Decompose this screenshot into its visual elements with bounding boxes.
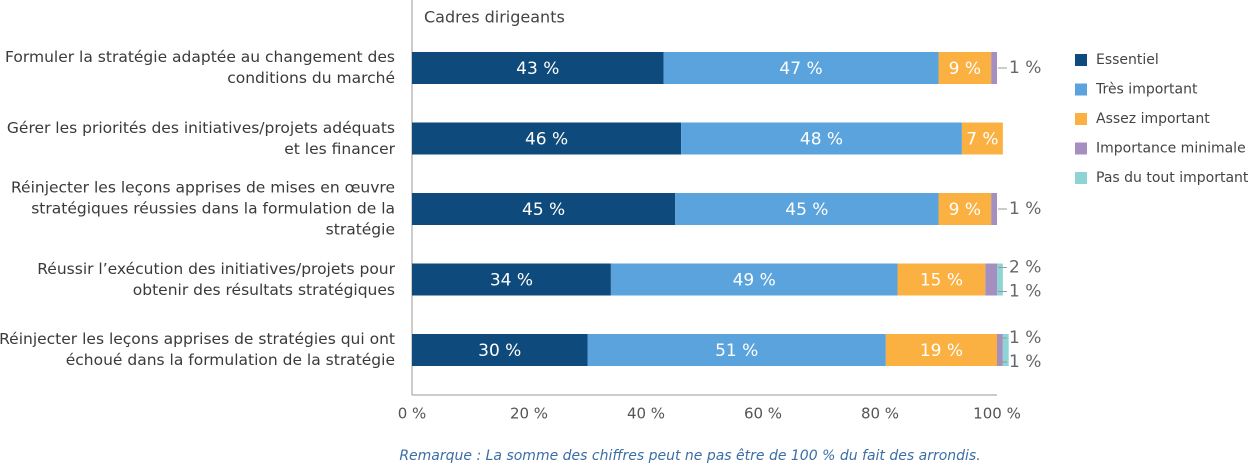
bar-segment (412, 334, 588, 366)
legend-swatch (1075, 83, 1087, 96)
value-label: 1 % (1009, 282, 1041, 302)
bar-segment (985, 263, 997, 296)
bar-segment (885, 334, 997, 366)
bar-segment (412, 122, 682, 155)
bar-segment (991, 52, 997, 84)
bar-segment (997, 263, 1003, 296)
legend-swatch (1075, 113, 1087, 125)
value-label: 43 % (516, 59, 559, 79)
value-label: 1 % (1009, 199, 1041, 219)
bar-segment (938, 193, 992, 225)
value-label: 30 % (478, 341, 521, 361)
category-label: Réinjecter les leçons apprises de straté… (0, 330, 395, 369)
value-label: 15 % (920, 271, 963, 291)
value-label: 7 % (966, 130, 998, 150)
legend-swatch (1075, 54, 1087, 66)
legend-label: Pas du tout important (1096, 170, 1249, 186)
bar-segment (610, 263, 898, 296)
category-label: Formuler la stratégie adaptée au changem… (5, 48, 395, 87)
bar-segment (587, 334, 886, 366)
x-tick-label: 60 % (744, 405, 782, 423)
bar-segment (991, 193, 997, 225)
x-tick-label: 100 % (973, 405, 1021, 423)
bar-segment (412, 263, 611, 296)
value-label: 1 % (1009, 352, 1041, 372)
bar-segment (961, 122, 1003, 155)
x-tick-label: 20 % (510, 405, 548, 423)
value-label: 2 % (1009, 258, 1041, 278)
x-tick-label: 40 % (627, 405, 665, 423)
category-label: Réinjecter les leçons apprises de mises … (10, 178, 395, 239)
bar-segment (1002, 334, 1009, 366)
bar-segment (675, 193, 939, 225)
bar-segment (997, 334, 1003, 366)
legend-label: Très important (1095, 82, 1198, 98)
category-label: Réussir l’exécution des initiatives/proj… (37, 259, 395, 299)
legend-label: Importance minimale (1096, 141, 1246, 157)
value-label: 1 % (1009, 58, 1041, 78)
bar-segment (412, 193, 676, 225)
chart-subtitle: Cadres dirigeants (424, 8, 565, 27)
value-label: 45 % (522, 200, 565, 220)
value-label: 48 % (800, 130, 843, 150)
note: Remarque : La somme des chiffres peut ne… (399, 448, 980, 464)
bar-segment (897, 263, 986, 296)
value-label: 1 % (1009, 328, 1041, 348)
category-label: Gérer les priorités des initiatives/proj… (6, 118, 395, 158)
value-label: 51 % (715, 341, 758, 361)
x-tick-label: 80 % (861, 405, 899, 423)
value-label: 49 % (733, 271, 776, 291)
legend-label: Assez important (1096, 111, 1210, 127)
legend-label: Essentiel (1096, 52, 1159, 68)
x-tick-label: 0 % (398, 405, 427, 423)
bar-segment (663, 52, 939, 84)
bar-segment (938, 52, 992, 84)
value-label: 46 % (525, 130, 568, 150)
bar-segment (681, 122, 962, 155)
legend-swatch (1075, 142, 1087, 155)
value-label: 9 % (949, 59, 981, 79)
value-label: 34 % (490, 271, 533, 291)
legend-swatch (1075, 172, 1087, 184)
value-label: 45 % (785, 200, 828, 220)
value-label: 19 % (920, 341, 963, 361)
bar-segment (412, 52, 664, 84)
value-label: 47 % (779, 59, 822, 79)
value-label: 9 % (949, 200, 981, 220)
